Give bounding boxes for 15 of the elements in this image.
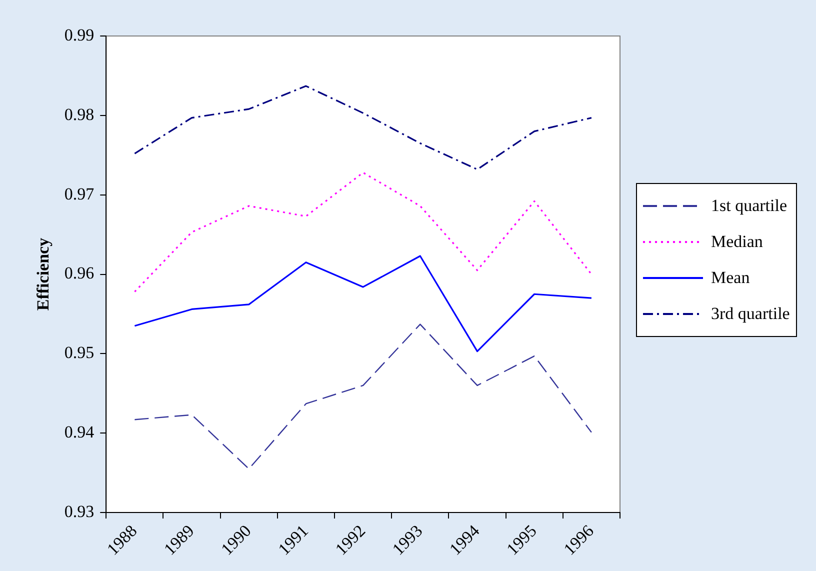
line-series xyxy=(134,172,592,293)
y-tick-label: 0.94 xyxy=(64,422,95,442)
y-axis-title: Efficiency xyxy=(34,237,53,311)
legend-label: 1st quartile xyxy=(711,196,788,216)
line-series xyxy=(134,85,592,170)
line-series xyxy=(134,324,592,470)
y-tick-label: 0.98 xyxy=(64,104,94,124)
y-tick-label: 0.97 xyxy=(64,184,95,204)
y-tick-label: 0.93 xyxy=(64,502,94,521)
legend-label: Mean xyxy=(711,268,750,288)
y-tick-label: 0.95 xyxy=(64,343,94,362)
legend-label: Median xyxy=(711,232,763,252)
y-tick-label: 0.96 xyxy=(64,264,94,283)
legend-label: 3rd quartile xyxy=(711,304,790,324)
y-tick-label: 0.99 xyxy=(64,25,94,44)
